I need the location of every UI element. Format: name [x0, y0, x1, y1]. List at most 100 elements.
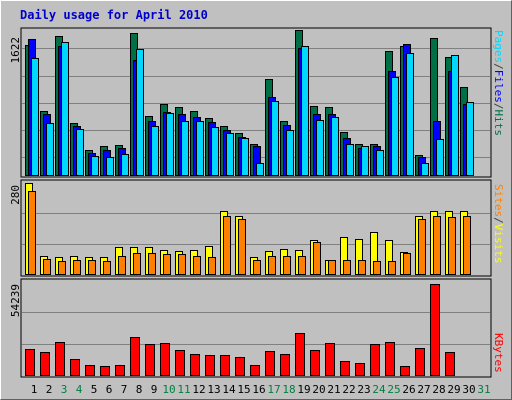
day-label-12: 12: [192, 383, 205, 396]
bar-sites-day-24: [373, 261, 381, 275]
bar-kbytes-day-18: [280, 354, 290, 376]
bar-pages-day-10: [166, 113, 174, 176]
legend-item: KBytes: [492, 333, 505, 373]
bar-pages-day-2: [46, 123, 54, 176]
day-label-30: 30: [462, 383, 475, 396]
day-label-29: 29: [447, 383, 460, 396]
bar-sites-day-28: [433, 216, 441, 275]
bar-pages-day-4: [76, 129, 84, 176]
bar-sites-day-23: [358, 260, 366, 275]
legend-kbytes: KBytes: [492, 333, 505, 373]
bar-sites-day-1: [28, 191, 36, 275]
bar-sites-day-25: [388, 261, 396, 275]
day-label-1: 1: [31, 383, 38, 396]
bar-marks: [25, 30, 474, 376]
day-label-25: 25: [387, 383, 400, 396]
bar-kbytes-day-6: [100, 366, 110, 376]
bar-sites-day-27: [418, 219, 426, 275]
day-label-13: 13: [207, 383, 220, 396]
bar-kbytes-day-22: [340, 361, 350, 376]
bar-sites-day-20: [313, 242, 321, 275]
bar-pages-day-27: [421, 163, 429, 176]
hits-axis-max-label: 1622: [9, 37, 22, 64]
legend-item: Files: [492, 70, 505, 103]
bar-kbytes-day-8: [130, 337, 140, 376]
bar-sites-day-6: [103, 261, 111, 275]
bar-pages-day-21: [331, 117, 339, 176]
bar-kbytes-day-21: [325, 343, 335, 376]
bar-pages-day-14: [226, 133, 234, 176]
bar-sites-day-30: [463, 216, 471, 275]
bar-pages-day-15: [241, 138, 249, 176]
bar-kbytes-day-14: [220, 355, 230, 376]
bar-kbytes-day-16: [250, 365, 260, 376]
bar-pages-day-12: [196, 121, 204, 176]
bar-kbytes-day-15: [235, 357, 245, 376]
bar-kbytes-day-19: [295, 333, 305, 376]
legend-item: Pages: [492, 30, 505, 63]
bar-pages-day-5: [91, 156, 99, 176]
bar-sites-day-11: [178, 254, 186, 275]
bar-kbytes-day-25: [385, 342, 395, 376]
bar-sites-day-15: [238, 219, 246, 275]
bar-pages-day-19: [301, 46, 309, 176]
day-label-7: 7: [121, 383, 128, 396]
day-label-3: 3: [61, 383, 68, 396]
legend-item: Hits: [492, 110, 505, 137]
bar-kbytes-day-23: [355, 363, 365, 376]
bar-pages-day-1: [31, 58, 39, 176]
bar-pages-day-23: [361, 146, 369, 176]
bar-pages-day-18: [286, 130, 294, 176]
kbytes-panel: [20, 278, 492, 378]
bar-kbytes-day-26: [400, 366, 410, 376]
bar-sites-day-21: [328, 260, 336, 275]
day-label-27: 27: [417, 383, 430, 396]
bar-sites-day-16: [253, 260, 261, 275]
day-label-15: 15: [237, 383, 250, 396]
bar-pages-day-3: [61, 42, 69, 176]
bar-pages-day-16: [256, 163, 264, 176]
bar-kbytes-day-20: [310, 350, 320, 376]
bar-sites-day-5: [88, 260, 96, 275]
bar-kbytes-day-4: [70, 359, 80, 376]
day-label-8: 8: [136, 383, 143, 396]
bar-sites-day-14: [223, 216, 231, 275]
bar-kbytes-day-12: [190, 354, 200, 376]
day-label-9: 9: [151, 383, 158, 396]
bar-pages-day-28: [436, 139, 444, 176]
bar-sites-day-10: [163, 254, 171, 275]
bar-pages-day-6: [106, 157, 114, 176]
bar-pages-day-17: [271, 101, 279, 176]
bar-pages-day-8: [136, 49, 144, 176]
kbytes-axis-max-label: 54239: [9, 284, 22, 317]
bar-pages-day-24: [376, 150, 384, 176]
bar-kbytes-day-17: [265, 351, 275, 376]
bar-pages-day-22: [346, 144, 354, 176]
bar-pages-day-11: [181, 121, 189, 176]
legend-item: Visits: [492, 224, 505, 264]
bar-sites-day-9: [148, 253, 156, 275]
bar-kbytes-day-29: [445, 352, 455, 376]
day-labels: 1 2 3 4 5 6 7 8 9 10 11 12 13 14 15 16 17 18 19 20 21 22 23 24 2…: [31, 383, 491, 396]
bar-kbytes-day-10: [160, 343, 170, 376]
bar-sites-day-18: [283, 256, 291, 275]
legend-item: /: [492, 63, 505, 70]
legend-sites-visits: Sites/Visits: [492, 184, 505, 264]
bar-pages-day-26: [406, 53, 414, 176]
day-label-2: 2: [46, 383, 53, 396]
legend-pages-files-hits: Pages/Files/Hits: [492, 30, 505, 136]
bar-sites-day-7: [118, 256, 126, 275]
day-label-23: 23: [357, 383, 370, 396]
bar-kbytes-day-5: [85, 365, 95, 376]
bar-sites-day-29: [448, 217, 456, 275]
day-label-26: 26: [402, 383, 415, 396]
day-label-28: 28: [432, 383, 445, 396]
bar-sites-day-4: [73, 260, 81, 275]
day-label-22: 22: [342, 383, 355, 396]
bar-sites-day-19: [298, 256, 306, 275]
bar-pages-day-20: [316, 120, 324, 176]
day-label-31: 31: [477, 383, 490, 396]
day-label-11: 11: [177, 383, 190, 396]
bar-kbytes-day-11: [175, 350, 185, 376]
